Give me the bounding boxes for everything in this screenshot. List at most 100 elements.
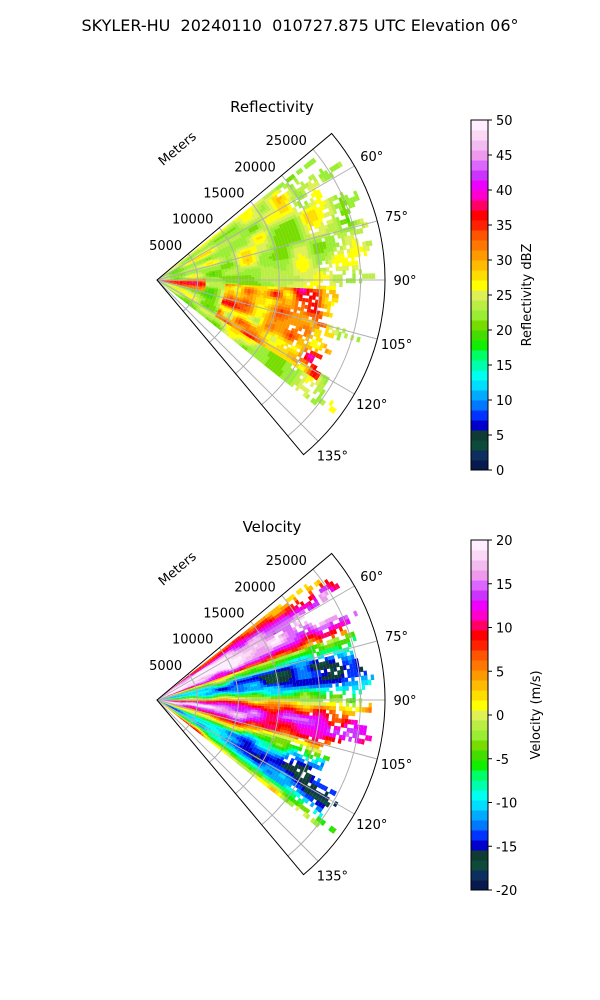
radar-cell (195, 680, 199, 683)
radar-cell (172, 291, 176, 294)
radar-cell (269, 258, 273, 263)
radar-cell (250, 268, 255, 272)
radar-cell (311, 257, 316, 263)
radar-cell (200, 676, 205, 680)
radar-cell (180, 268, 185, 271)
radar-cell (298, 167, 304, 174)
radar-cell (342, 638, 348, 645)
radar-cell (316, 285, 320, 290)
radar-cell (237, 286, 242, 289)
radar-cell (231, 652, 236, 656)
radar-cell (202, 680, 206, 684)
radar-cell (234, 688, 238, 692)
radar-cell (319, 650, 324, 656)
radar-cell (215, 272, 219, 275)
radar-cell (355, 228, 361, 235)
radar-cell (363, 670, 368, 677)
radar-cell (320, 213, 326, 219)
radar-cell (249, 625, 254, 631)
radar-cell (195, 674, 200, 677)
radar-cell (307, 671, 312, 676)
radar-cell (197, 251, 202, 255)
radar-cell (364, 675, 368, 681)
radar-cell (190, 267, 195, 270)
radar-cell (329, 247, 334, 253)
radar-cell (182, 677, 186, 681)
radar-cell (336, 233, 342, 239)
radar-cell (235, 310, 240, 314)
radar-cell (211, 669, 216, 673)
radar-cell (308, 159, 314, 166)
radar-cell (171, 691, 175, 694)
radar-cell (159, 281, 164, 283)
radar-cell (188, 260, 192, 264)
radar-cell (210, 301, 215, 305)
radar-cell (237, 312, 242, 317)
radar-cell (233, 662, 238, 666)
radar-cell (215, 236, 220, 240)
radar-cell (309, 664, 314, 669)
radar-cell (297, 670, 302, 675)
radar-cell (262, 259, 267, 264)
radar-cell (273, 289, 278, 293)
radar-cell (320, 249, 325, 254)
colorbar-swatch (471, 350, 488, 361)
radar-cell (203, 662, 208, 667)
radar-cell (257, 281, 262, 285)
radar-cell (163, 278, 167, 280)
radar-cell (289, 263, 294, 268)
radar-cell (340, 232, 345, 239)
radar-cell (283, 667, 288, 672)
radar-cell (238, 342, 243, 347)
radar-cell (302, 291, 307, 296)
radar-cell (329, 663, 334, 669)
radar-cell (169, 284, 173, 286)
radar-cell (166, 697, 170, 699)
radar-cell (186, 292, 191, 295)
colorbar-tick-label: 50 (496, 114, 513, 129)
radar-cell (233, 321, 238, 326)
radar-cell (172, 693, 176, 696)
radar-cell (284, 301, 289, 306)
radar-cell (343, 651, 348, 658)
radar-cell (327, 235, 332, 242)
radar-cell (212, 318, 217, 323)
radar-cell (237, 688, 242, 691)
radar-cell (236, 240, 241, 245)
radar-cell (305, 230, 310, 236)
radar-cell (187, 679, 191, 682)
radar-cell (179, 297, 184, 301)
radar-cell (326, 631, 332, 637)
radar-cell (266, 364, 272, 370)
radar-cell (163, 280, 167, 282)
radar-cell (186, 282, 190, 285)
radar-cell (200, 249, 205, 253)
radar-cell (174, 690, 178, 693)
radar-cell (169, 694, 173, 697)
radar-cell (185, 675, 189, 679)
radar-cell (184, 269, 189, 272)
radar-cell (214, 257, 219, 260)
radar-cell (188, 288, 192, 291)
radar-cell (192, 272, 196, 274)
radar-cell (222, 249, 227, 253)
radar-cell (212, 679, 216, 683)
radar-cell (237, 333, 242, 338)
radar-cell (321, 680, 326, 685)
radar-cell (200, 685, 205, 688)
radar-cell (348, 261, 352, 267)
radar-cell (173, 281, 177, 283)
radar-cell (268, 298, 273, 303)
radar-cell (283, 276, 288, 280)
radar-cell (175, 272, 179, 274)
radar-cell (338, 206, 344, 213)
radar-cell (173, 281, 177, 283)
radar-cell (223, 252, 228, 256)
radar-cell (250, 336, 255, 341)
radar-cell (185, 255, 189, 259)
radar-cell (215, 249, 219, 253)
radar-cell (164, 285, 168, 289)
radar-cell (180, 259, 184, 263)
radar-cell (331, 584, 338, 591)
radar-cell (184, 688, 188, 691)
